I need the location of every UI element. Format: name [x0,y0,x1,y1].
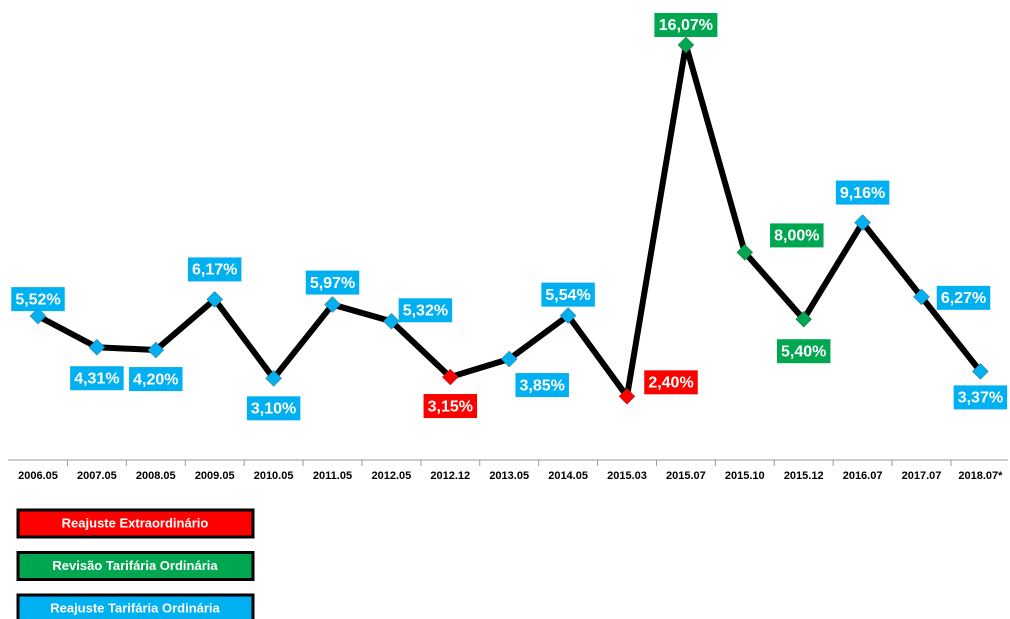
marker [736,244,754,261]
data-label: 4,31% [74,370,119,387]
legend-swatch [16,593,255,619]
marker [618,387,636,405]
data-label: 5,97% [310,275,355,292]
line [36,41,983,400]
data-label: 2,40% [648,375,693,392]
legend-swatch [16,551,255,581]
x-tick-label: 2011.05 [313,470,352,482]
data-label: 5,32% [403,302,448,319]
label-box [423,394,478,419]
label-box [398,298,453,323]
marker [972,363,989,380]
label-box [654,12,718,37]
marker [677,36,695,54]
marker [913,288,930,306]
x-tick-label: 2006.05 [18,470,58,482]
x-tick-label: 2009.05 [195,470,235,482]
label-box [70,366,124,391]
legend-label: Reajuste Tarifária Ordinária [50,600,220,615]
marker [441,368,459,386]
data-label: 5,52% [15,291,60,308]
data-label: 3,10% [251,401,296,418]
x-tick-label: 2007.05 [77,470,117,482]
x-tick-label: 2018.07* [958,470,1003,482]
marker [265,369,282,387]
x-tick-label: 2015.07 [666,470,706,482]
x-tick-label: 2008.05 [136,470,176,482]
data-label: 3,15% [428,398,473,415]
x-tick-label: 2012.05 [372,470,412,482]
data-label: 6,27% [941,290,986,307]
x-tick-label: 2013.05 [489,470,529,482]
label-box [541,282,595,307]
label-box [936,285,991,310]
label-box [644,370,698,395]
data-label: 16,07% [659,17,713,34]
marker [206,291,224,308]
marker [500,350,518,368]
label-box [246,396,301,421]
label-box [129,367,183,392]
x-tick-label: 2016.07 [843,470,883,482]
data-label: 3,85% [520,377,565,394]
label-box [776,339,831,364]
data-label: 9,16% [840,185,885,202]
x-tick-label: 2015.03 [607,470,647,482]
marker [795,310,813,328]
label-box [11,287,65,312]
label-box [770,223,824,248]
legend-swatch [16,508,255,539]
label-box [953,385,1008,410]
label-box [835,180,890,205]
marker [29,307,47,325]
legend-label: Revisão Tarifária Ordinária [52,558,218,573]
data-label: 5,54% [545,287,590,304]
marker [383,312,400,330]
label-box [187,257,242,282]
data-label: 8,00% [774,228,819,245]
x-tick-label: 2017.07 [902,470,942,482]
marker [854,214,871,231]
label-box [515,373,569,398]
marker [88,338,106,356]
marker [559,307,577,324]
data-label: 6,17% [192,262,237,279]
legend-label: Reajuste Extraordinário [62,515,209,530]
marker [324,296,341,313]
x-tick-label: 2010.05 [254,470,294,482]
x-tick-label: 2012.12 [430,470,470,482]
data-label: 5,40% [781,343,826,360]
x-tick-label: 2015.10 [725,470,765,482]
data-label: 3,37% [958,390,1003,407]
x-tick-label: 2014.05 [548,470,588,482]
data-label: 4,20% [133,371,178,388]
x-tick-label: 2015.12 [784,470,824,482]
marker [147,341,165,359]
label-box [305,270,360,295]
